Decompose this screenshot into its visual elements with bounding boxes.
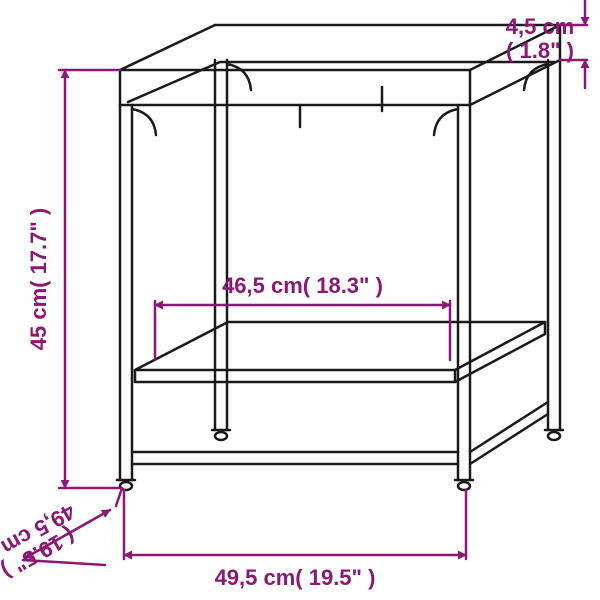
svg-text:4,5 cm: 4,5 cm	[506, 14, 575, 39]
svg-text:45 cm( 17.7" ): 45 cm( 17.7" )	[26, 208, 51, 351]
dimension-drawing: 45 cm( 17.7" )4,5 cm( 1.8" )4,5 cm( 1.8"…	[0, 0, 600, 600]
svg-text:46,5 cm( 18.3" ): 46,5 cm( 18.3" )	[222, 273, 383, 298]
svg-text:49,5 cm( 19.5" ): 49,5 cm( 19.5" )	[215, 565, 376, 590]
